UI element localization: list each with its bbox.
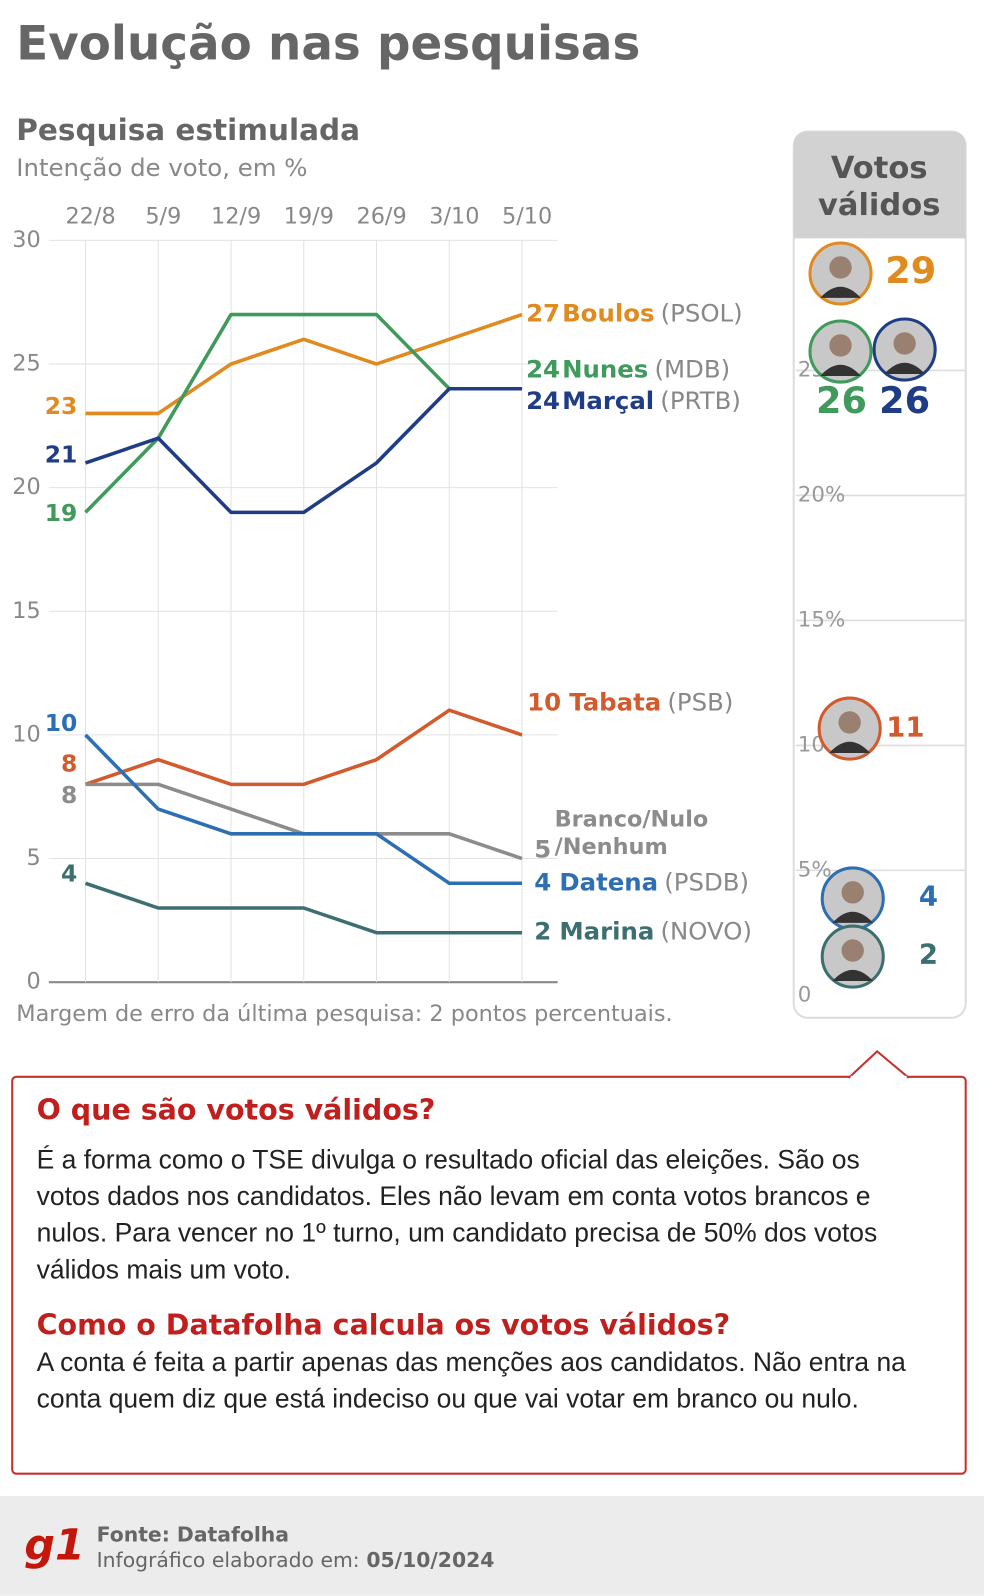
panel-header (793, 131, 966, 239)
source: Fonte: Datafolha (97, 1523, 289, 1547)
value-label: 29 (885, 249, 936, 292)
end-label: 24Nunes (MDB) (526, 354, 730, 383)
y-tick-label: 15 (12, 598, 40, 624)
series-line (84, 733, 523, 886)
x-tick-label: 12/9 (211, 203, 261, 229)
photo-head (838, 711, 861, 734)
start-label: 8 (61, 750, 77, 778)
y-tick-label: 10 (12, 721, 40, 747)
end-value: 5 (534, 834, 551, 863)
series-name: Branco/Nulo /Nenhum (554, 806, 709, 860)
panel-title: Votos válidos (818, 151, 940, 223)
value-label: 4 (919, 881, 938, 912)
y-tick-label: 20% (798, 482, 845, 507)
series-party: (NOVO) (660, 917, 752, 946)
made-date: 05/10/2024 (366, 1548, 494, 1572)
end-label: 4 Datena (PSDB) (534, 867, 749, 896)
end-label: 10 Tabata (PSB) (527, 687, 733, 716)
series-name: Nunes (562, 354, 648, 383)
series-name: Boulos (562, 299, 654, 328)
value-label: 26 (816, 379, 867, 422)
chart-subtitle: Intenção de voto, em % (16, 153, 307, 182)
value-label: 11 (886, 713, 924, 744)
start-label: 21 (45, 440, 78, 468)
x-tick-label: 22/8 (65, 203, 115, 229)
series-party: (PSDB) (664, 867, 749, 896)
y-tick-label: 0 (798, 982, 812, 1007)
photo-head (829, 334, 852, 357)
info-pointer (847, 1050, 910, 1079)
y-tick-label: 5% (798, 857, 832, 882)
photo-body (832, 911, 874, 923)
info-text: O que são votos válidos? É a forma como … (37, 1093, 953, 1417)
end-value: 2 (534, 917, 551, 946)
photo-head (893, 332, 916, 355)
y-tick-label: 15% (798, 607, 845, 632)
y-tick-label: 25 (12, 351, 40, 377)
end-label: 24Marçal (PRTB) (526, 386, 741, 415)
end-label: 27Boulos (PSOL) (526, 299, 743, 328)
value-label: 2 (919, 940, 938, 971)
info-heading: O que são votos válidos? (36, 1093, 436, 1127)
series-name-box: Branco/Nulo /Nenhum (554, 806, 709, 860)
info-heading: Como o Datafolha calcula os votos válido… (36, 1307, 731, 1342)
series-line (84, 386, 523, 515)
x-tick-label: 19/9 (284, 203, 334, 229)
photo-body (829, 741, 871, 753)
x-tick-label: 26/9 (356, 203, 406, 229)
series-line (85, 312, 523, 416)
photo-head (829, 256, 852, 279)
series-line (84, 708, 523, 787)
series-party: (PSB) (667, 687, 733, 716)
end-label: 2 Marina (NOVO) (534, 917, 752, 946)
end-label: 5 (534, 834, 551, 863)
info-paragraph: É a forma como o TSE divulga o resultado… (36, 1143, 878, 1285)
value-label: 26 (879, 379, 930, 422)
photo-head (841, 939, 864, 962)
photo-body (820, 286, 861, 298)
footer (0, 1496, 984, 1596)
chart-title: Pesquisa estimulada (16, 113, 360, 147)
y-tick-label: 0 (26, 969, 40, 995)
start-label: 8 (61, 781, 77, 809)
series-name: Marina (559, 917, 654, 946)
y-tick-label: 5 (26, 845, 40, 871)
x-tick-label: 5/9 (145, 203, 181, 229)
end-value: 10 (527, 687, 561, 716)
series-name: Tabata (569, 687, 661, 716)
photo-body (820, 364, 861, 376)
info-pointer-mask (850, 1075, 907, 1080)
series-name: Datena (559, 867, 658, 896)
page-title: Evolução nas pesquisas (16, 18, 640, 72)
series-party: (MDB) (654, 354, 730, 383)
start-label: 4 (61, 860, 77, 888)
x-tick-label: 3/10 (429, 203, 479, 229)
end-value: 24 (526, 354, 560, 383)
photo-body (832, 969, 874, 982)
start-label: 19 (45, 499, 78, 527)
made-label: Infográfico elaborado em: (97, 1548, 360, 1572)
end-value: 27 (526, 299, 560, 328)
x-tick-label: 5/10 (502, 203, 552, 229)
info-content: O que são votos válidos? É a forma como … (37, 1093, 953, 1417)
end-value: 4 (534, 867, 551, 896)
start-label: 10 (45, 709, 78, 737)
y-tick-label: 30 (12, 227, 40, 253)
info-box (11, 1075, 967, 1475)
photo-body (884, 362, 925, 374)
series-party: (PSOL) (661, 299, 743, 328)
photo-head (841, 881, 864, 904)
logo: g1 (24, 1520, 84, 1570)
series-party: (PRTB) (660, 386, 741, 415)
y-tick-label: 20 (12, 474, 40, 500)
start-label: 23 (45, 392, 78, 420)
chart-note: Margem de erro da última pesquisa: 2 pon… (16, 1001, 672, 1027)
info-paragraph: A conta é feita a partir apenas das menç… (36, 1346, 906, 1414)
series-name: Marçal (562, 386, 654, 415)
end-value: 24 (526, 386, 560, 415)
series-line (84, 881, 523, 935)
